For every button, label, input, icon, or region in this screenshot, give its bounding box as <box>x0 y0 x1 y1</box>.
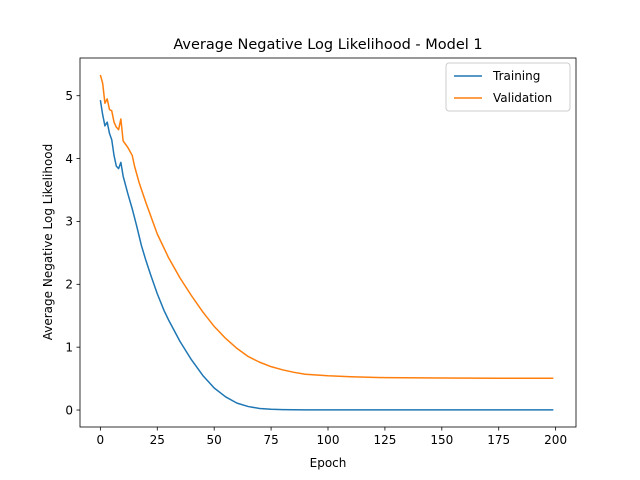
x-tick-label: 100 <box>317 433 340 447</box>
y-tick-label: 1 <box>65 340 73 354</box>
x-tick-label: 50 <box>207 433 222 447</box>
x-tick-label: 200 <box>544 433 567 447</box>
x-tick-label: 0 <box>97 433 105 447</box>
x-tick-label: 150 <box>430 433 453 447</box>
y-tick-label: 5 <box>65 89 73 103</box>
series-line-validation <box>99 74 554 380</box>
x-tick-label: 25 <box>150 433 165 447</box>
legend-label-validation: Validation <box>493 91 552 105</box>
x-tick-label: 125 <box>373 433 396 447</box>
x-tick-label: 75 <box>263 433 278 447</box>
y-axis: 0 1 2 3 4 5 <box>65 89 80 417</box>
series-line-training <box>99 100 554 411</box>
legend: Training Validation <box>445 62 571 112</box>
y-axis-label: Average Negative Log Likelihood <box>41 144 55 341</box>
y-tick-label: 4 <box>65 152 73 166</box>
series-layer <box>99 74 554 411</box>
y-tick-label: 0 <box>65 403 73 417</box>
x-axis: 0 25 50 75 100 125 150 175 200 <box>97 427 567 447</box>
chart-title: Average Negative Log Likelihood - Model … <box>173 37 482 53</box>
y-tick-label: 2 <box>65 278 73 292</box>
legend-box <box>445 62 571 112</box>
x-axis-label: Epoch <box>310 456 347 470</box>
x-tick-label: 175 <box>487 433 510 447</box>
y-tick-label: 3 <box>65 215 73 229</box>
legend-label-training: Training <box>492 69 540 83</box>
